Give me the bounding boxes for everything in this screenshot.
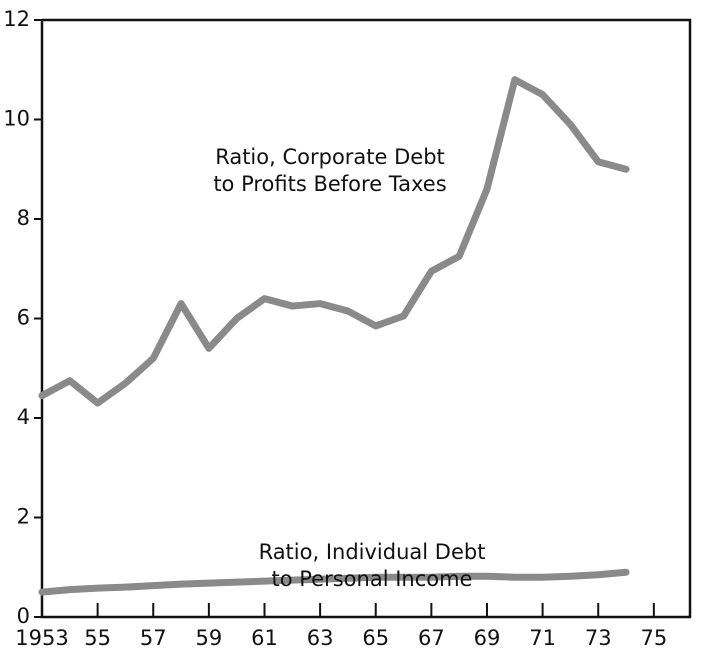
x-tick-label: 71 bbox=[529, 626, 556, 650]
x-tick-label: 59 bbox=[195, 626, 222, 650]
x-tick-label: 75 bbox=[640, 626, 667, 650]
x-tick-label: 61 bbox=[251, 626, 278, 650]
x-tick-label: 57 bbox=[140, 626, 167, 650]
y-tick-label: 2 bbox=[17, 505, 30, 529]
y-tick-label: 6 bbox=[17, 306, 30, 330]
y-tick-label: 8 bbox=[17, 206, 30, 230]
annotation: to Profits Before Taxes bbox=[213, 172, 446, 196]
annotation: Ratio, Corporate Debt bbox=[215, 145, 445, 169]
annotation: to Personal Income bbox=[272, 567, 473, 591]
data-line bbox=[38, 76, 630, 407]
x-tick-label: 65 bbox=[362, 626, 389, 650]
x-tick-label: 1953 bbox=[15, 626, 68, 650]
x-tick-label: 67 bbox=[418, 626, 445, 650]
x-tick-label: 73 bbox=[585, 626, 612, 650]
x-tick-label: 69 bbox=[474, 626, 501, 650]
y-tick-label: 0 bbox=[17, 604, 30, 628]
y-tick-label: 4 bbox=[17, 405, 30, 429]
y-tick-label: 10 bbox=[3, 107, 30, 131]
y-tick-label: 12 bbox=[3, 7, 30, 31]
x-tick-label: 55 bbox=[84, 626, 111, 650]
x-tick-label: 63 bbox=[307, 626, 334, 650]
annotation: Ratio, Individual Debt bbox=[259, 540, 486, 564]
data-line bbox=[38, 568, 630, 596]
